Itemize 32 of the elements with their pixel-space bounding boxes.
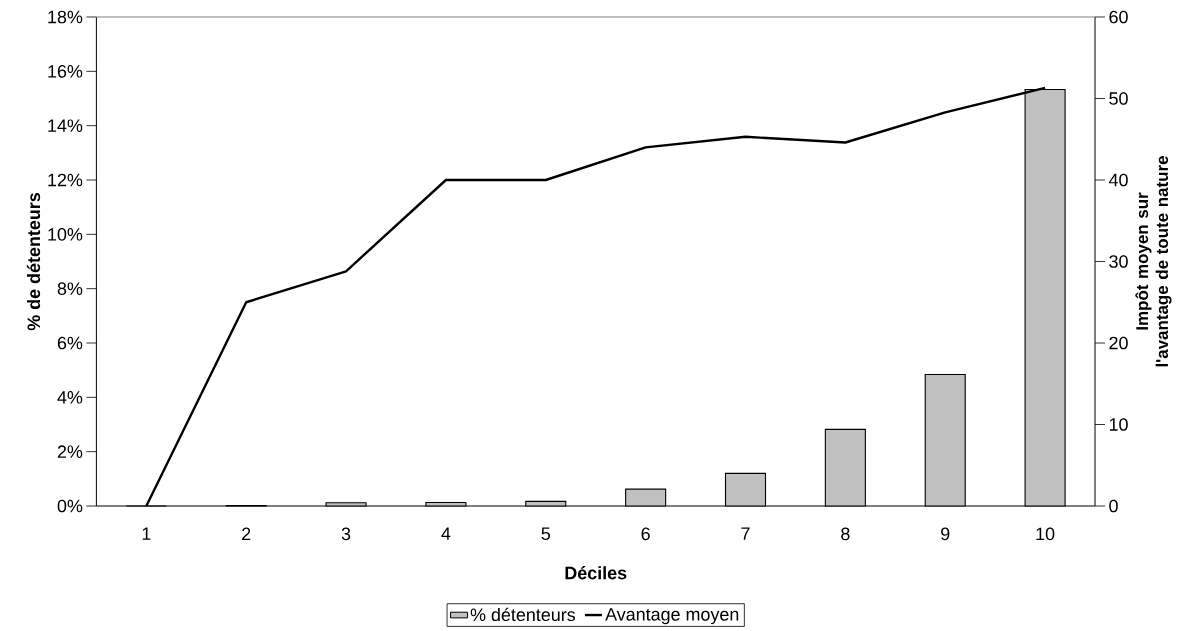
x-tick-label: 9: [941, 527, 950, 541]
y2-tick-label: 0: [1109, 499, 1118, 513]
x-tick-label: 10: [1036, 527, 1055, 541]
legend-label: % détenteurs: [470, 607, 576, 622]
y2-tick-label: 10: [1109, 418, 1128, 431]
legend-label: Avantage moyen: [605, 608, 739, 625]
y2-tick-label: 30: [1109, 255, 1128, 268]
y-tick-label: 18%: [48, 10, 83, 24]
x-tick-label: 8: [841, 527, 850, 541]
y2-tick-label: 40: [1108, 173, 1128, 187]
y2-axis-title: Impôt moyen sur l'avantage de toute nature: [1135, 156, 1172, 367]
x-tick-label: 5: [541, 527, 551, 541]
y-tick-label: 16%: [48, 64, 83, 78]
y2-tick-label: 20: [1109, 336, 1128, 350]
x-tick-label: 6: [641, 527, 650, 541]
y-tick-label: 6%: [57, 336, 83, 350]
y-tick-label: 2%: [57, 445, 83, 458]
x-tick-label: 7: [741, 527, 750, 540]
x-tick-label: 1: [142, 527, 151, 540]
y2-tick-label: 50: [1109, 92, 1128, 105]
y-tick-label: 4%: [57, 391, 83, 404]
x-tick-label: 4: [441, 527, 451, 540]
y-tick-label: 0%: [57, 499, 83, 513]
y-axis-title: % de détenteurs: [26, 193, 41, 331]
x-axis-title: Déciles: [565, 566, 627, 580]
y-tick-label: 8%: [57, 282, 83, 296]
y-tick-label: 10%: [48, 227, 83, 241]
y2-tick-label: 60: [1109, 10, 1128, 24]
y-tick-label: 14%: [48, 119, 83, 132]
x-tick-label: 2: [242, 527, 251, 541]
x-tick-label: 3: [341, 527, 351, 541]
y-tick-label: 12%: [48, 173, 83, 187]
